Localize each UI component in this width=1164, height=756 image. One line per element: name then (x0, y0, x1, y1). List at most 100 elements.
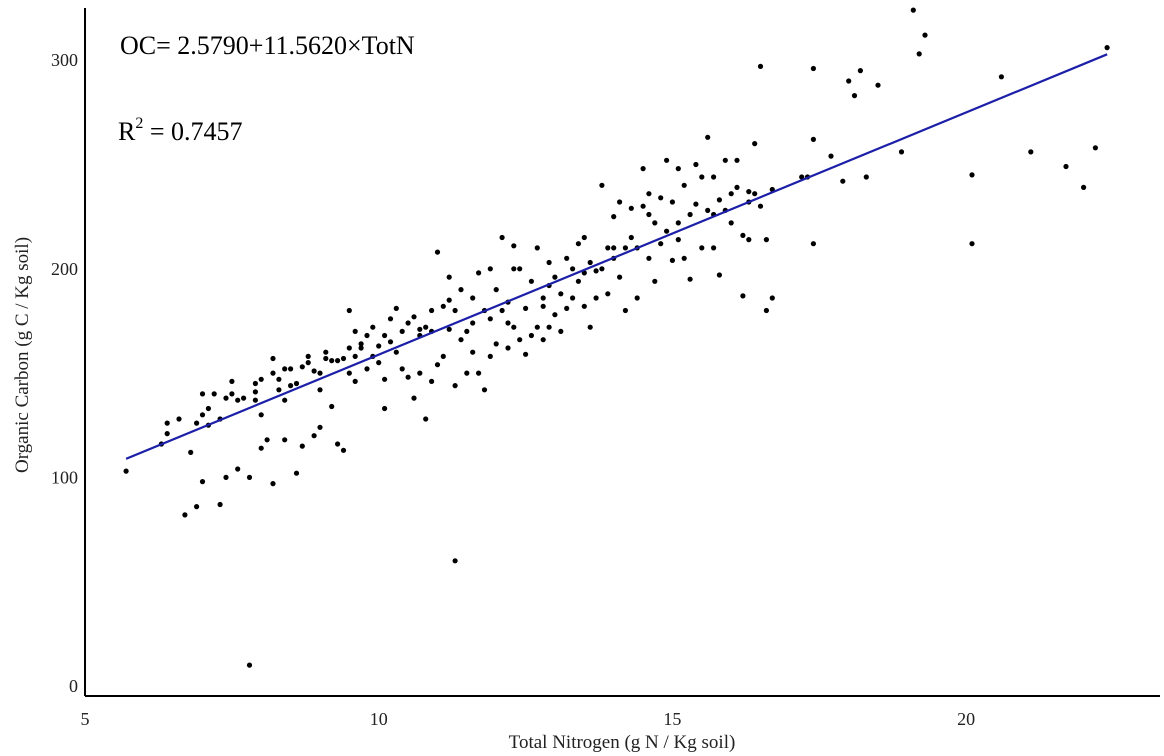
data-point (376, 343, 382, 349)
data-point (329, 358, 335, 364)
data-point (705, 134, 711, 140)
data-point (628, 234, 634, 241)
data-point (528, 278, 535, 284)
data-point (434, 362, 441, 368)
r-squared-annotation: R2 = 0.7457 (118, 115, 243, 146)
regression-line (125, 53, 1108, 460)
data-point (546, 324, 552, 330)
data-point (716, 272, 723, 278)
data-point (1028, 149, 1034, 155)
data-point (258, 445, 264, 451)
data-point (687, 276, 693, 282)
data-point (857, 68, 864, 74)
y-tick-label: 300 (51, 50, 78, 70)
data-point (335, 441, 341, 447)
data-point (199, 391, 206, 397)
data-point (511, 243, 517, 249)
data-point (734, 157, 740, 163)
data-point (646, 191, 652, 197)
data-point (352, 378, 358, 384)
data-point (493, 341, 499, 347)
data-point (223, 474, 229, 480)
data-point (393, 305, 399, 311)
data-point (846, 78, 852, 84)
data-point (335, 358, 341, 364)
data-point (534, 324, 540, 330)
data-point (164, 420, 170, 426)
data-point (675, 166, 681, 172)
data-point (558, 328, 564, 334)
data-point (658, 195, 664, 201)
data-point (628, 205, 634, 211)
data-point (517, 337, 523, 343)
data-point (681, 255, 687, 261)
data-point (317, 387, 323, 393)
data-point (199, 479, 206, 485)
y-tick-label: 200 (51, 259, 78, 279)
data-point (575, 278, 582, 284)
data-point (658, 241, 664, 247)
data-point (487, 316, 493, 322)
data-point (740, 293, 746, 299)
data-point (640, 203, 646, 209)
data-point (799, 174, 805, 180)
data-point (340, 355, 347, 362)
data-point (646, 211, 652, 218)
data-point (194, 504, 200, 510)
data-point (493, 287, 499, 293)
data-point (411, 314, 417, 320)
data-point (452, 307, 458, 314)
x-axis-title: Total Nitrogen (g N / Kg soil) (509, 732, 736, 753)
data-point (282, 366, 288, 372)
data-point (511, 266, 517, 272)
data-point (405, 320, 411, 326)
data-point (205, 405, 211, 412)
data-point (763, 307, 770, 314)
data-point (123, 468, 129, 474)
data-point (699, 174, 705, 180)
data-point (458, 287, 464, 293)
data-point (235, 397, 241, 403)
data-point (693, 201, 699, 207)
data-point (346, 370, 352, 376)
data-point (593, 268, 599, 274)
data-point (323, 349, 329, 355)
data-point (311, 368, 317, 374)
data-point (763, 237, 770, 243)
data-point (711, 245, 717, 251)
data-point (429, 378, 435, 384)
data-point (1081, 184, 1087, 190)
data-point (464, 328, 470, 334)
data-point (652, 220, 658, 226)
y-axis-title: Organic Carbon (g C / Kg soil) (12, 237, 33, 473)
data-point (499, 307, 505, 314)
data-point (417, 326, 423, 332)
regression-equation: OC= 2.5790+11.5620×TotN (120, 31, 415, 60)
data-point (440, 303, 446, 309)
data-point (570, 295, 576, 301)
data-point (599, 182, 605, 188)
data-point (810, 241, 817, 247)
data-point (258, 376, 264, 382)
data-point (340, 447, 347, 453)
data-point (810, 136, 817, 142)
data-point (570, 266, 576, 272)
data-point (252, 397, 258, 403)
data-point (840, 178, 846, 184)
data-point (505, 345, 511, 351)
r-symbol: R (118, 117, 136, 146)
data-point (617, 199, 623, 205)
r-squared-value: = 0.7457 (143, 117, 242, 146)
data-point (299, 443, 305, 449)
data-point (176, 416, 182, 422)
data-point (229, 378, 235, 384)
data-point (534, 245, 540, 251)
r-squared-superscript: 2 (135, 115, 143, 132)
data-point (646, 255, 652, 261)
data-point (364, 332, 370, 339)
data-point (575, 241, 582, 247)
data-point (910, 7, 916, 13)
data-point (288, 366, 294, 372)
data-point (523, 305, 529, 311)
data-point (282, 437, 288, 443)
